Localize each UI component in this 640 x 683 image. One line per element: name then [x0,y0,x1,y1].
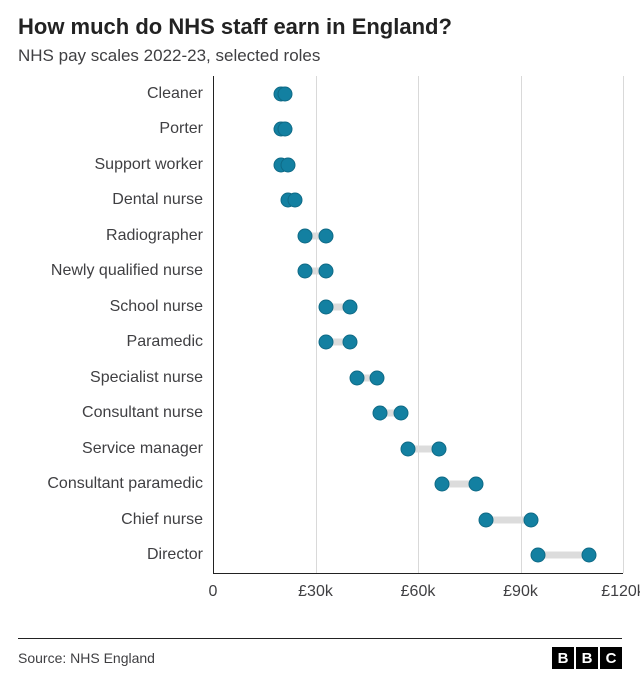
source-label: Source: NHS England [18,650,155,666]
role-label: Cleaner [147,85,213,103]
x-tick-label: £90k [503,573,538,601]
x-tick-label: £120k [601,573,640,601]
low-dot [318,299,333,314]
high-dot [393,406,408,421]
high-dot [523,512,538,527]
role-label: Consultant paramedic [47,475,213,493]
bbc-logo: BBC [552,647,622,669]
low-dot [479,512,494,527]
x-tick-label: £60k [401,573,436,601]
chart-title: How much do NHS staff earn in England? [18,14,622,40]
role-label: Dental nurse [112,191,213,209]
bbc-logo-block: B [552,647,574,669]
low-dot [434,477,449,492]
gridline [213,76,214,573]
high-dot [342,299,357,314]
role-label: School nurse [110,298,213,316]
low-dot [373,406,388,421]
high-dot [281,157,296,172]
role-label: Radiographer [106,227,213,245]
bbc-logo-block: B [576,647,598,669]
role-label: Support worker [95,156,214,174]
chart-area: 0£30k£60k£90k£120kCleanerPorterSupport w… [18,76,622,621]
high-dot [277,86,292,101]
x-tick-label: 0 [209,573,218,601]
plot-area: 0£30k£60k£90k£120kCleanerPorterSupport w… [213,76,623,573]
low-dot [530,548,545,563]
low-dot [349,370,364,385]
high-dot [318,264,333,279]
high-dot [469,477,484,492]
high-dot [581,548,596,563]
role-label: Chief nurse [121,511,213,529]
high-dot [277,122,292,137]
role-label: Newly qualified nurse [51,262,213,280]
role-label: Porter [159,120,213,138]
high-dot [431,441,446,456]
role-label: Specialist nurse [90,369,213,387]
low-dot [400,441,415,456]
chart-subtitle: NHS pay scales 2022-23, selected roles [18,46,622,66]
role-label: Director [147,546,213,564]
gridline [316,76,317,573]
role-label: Consultant nurse [82,404,213,422]
high-dot [370,370,385,385]
gridline [623,76,624,573]
high-dot [288,193,303,208]
low-dot [318,335,333,350]
high-dot [342,335,357,350]
x-tick-label: £30k [298,573,333,601]
low-dot [298,228,313,243]
x-axis-line [213,573,623,574]
low-dot [298,264,313,279]
gridline [418,76,419,573]
role-label: Service manager [82,440,213,458]
gridline [521,76,522,573]
role-label: Paramedic [127,333,213,351]
high-dot [318,228,333,243]
bbc-logo-block: C [600,647,622,669]
